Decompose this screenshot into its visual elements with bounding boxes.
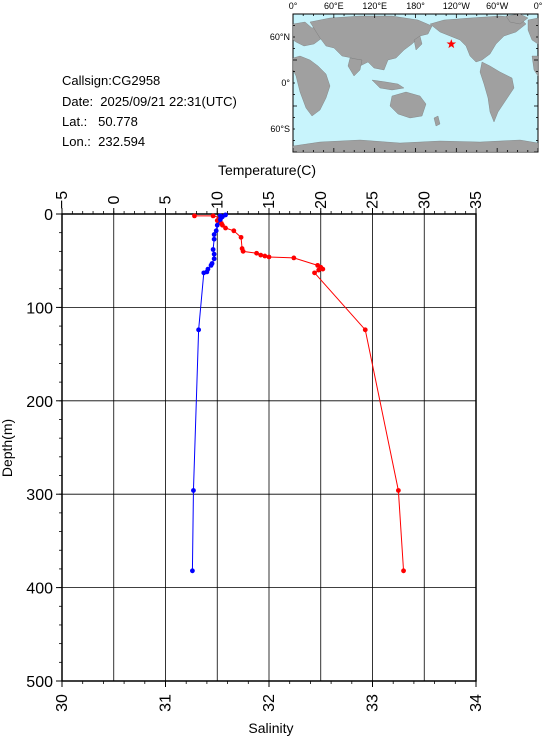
land-south-america [479, 61, 515, 123]
temperature-data-point [320, 266, 326, 272]
temperature-data-point [312, 270, 317, 276]
depth-tick-label: 500 [26, 674, 53, 691]
star-icon [446, 39, 457, 49]
salinity-data-point [214, 222, 220, 228]
temperature-data-point [316, 267, 322, 273]
salinity-tick-label: 31 [158, 694, 175, 712]
depth-tick-label: 400 [26, 581, 53, 598]
salinity-data-point [211, 232, 217, 237]
map-lat-label: 60°S [270, 124, 290, 134]
salinity-data-point [211, 236, 217, 242]
temperature-data-point [395, 488, 401, 493]
temperature-tick-label: −5 [54, 191, 71, 209]
world-map: 0° 60°E 120°E 180° 120°W 60°W 0° 60°N 0° 60°S [270, 1, 543, 153]
temperature-data-point [210, 213, 216, 219]
temperature-data-point [192, 213, 197, 219]
temperature-data-point [258, 252, 264, 258]
salinity-tick-label: 30 [54, 694, 71, 712]
land-north-america [429, 15, 527, 63]
temperature-data-point [291, 255, 297, 261]
temperature-tick-label: 20 [313, 191, 330, 209]
chart-grid [61, 213, 477, 682]
salinity-data-point [210, 247, 216, 252]
map-lat-label: 60°N [270, 32, 290, 42]
land-africa [292, 55, 331, 117]
map-lon-label: 0° [534, 1, 543, 11]
land-europe-east [527, 17, 539, 45]
map-labels: 0° 60°E 120°E 180° 120°W 60°W 0° 60°N 0° 60°S [270, 1, 543, 134]
station-latitude: Lat.: 50.778 [62, 114, 138, 129]
salinity-data-point [190, 568, 195, 574]
salinity-tick-label: 32 [261, 694, 278, 712]
salinity-data-point [196, 327, 202, 333]
land-new-zealand [433, 115, 441, 127]
land-africa-east [531, 55, 539, 77]
temperature-data-point [231, 228, 237, 234]
temperature-data-point [223, 225, 228, 231]
station-date: Date: 2025/09/21 22:31(UTC) [62, 94, 237, 109]
chart-series [190, 212, 406, 574]
land-japan [413, 35, 423, 51]
temperature-tick-label: 10 [209, 191, 226, 209]
temperature-tick-label: 15 [261, 191, 278, 209]
land-asia [309, 15, 433, 71]
salinity-data-point [208, 262, 214, 268]
map-lon-label: 60°W [486, 1, 509, 11]
depth-tick-label: 100 [26, 300, 53, 317]
temperature-axis-label: Temperature(C) [218, 162, 316, 178]
station-longitude: Lon.: 232.594 [62, 134, 146, 149]
salinity-data-point [211, 256, 217, 262]
temperature-data-point [238, 234, 244, 240]
temperature-tick-label: 35 [468, 191, 485, 209]
temperature-tick-label: 30 [416, 191, 433, 209]
salinity-data-point [191, 488, 196, 493]
depth-axis-label: Depth(m) [0, 419, 15, 477]
land-australia [389, 91, 427, 119]
salinity-data-point [201, 270, 207, 276]
map-ticks [292, 13, 539, 153]
salinity-tick-label: 34 [468, 694, 485, 712]
temperature-tick-label: 25 [365, 191, 382, 209]
temperature-data-point [362, 327, 368, 333]
salinity-tick-label: 33 [365, 694, 382, 712]
station-callsign: Callsign:CG2958 [62, 73, 161, 88]
map-lon-label: 0° [289, 1, 298, 11]
salinity-axis-label: Salinity [248, 720, 293, 736]
temperature-data-point [266, 254, 272, 260]
map-lon-label: 120°E [362, 1, 387, 11]
map-land [292, 13, 539, 153]
salinity-data-point [217, 217, 223, 223]
salinity-data-point [213, 228, 219, 234]
map-lon-label: 180° [406, 1, 425, 11]
depth-tick-label: 200 [26, 394, 53, 411]
temperature-tick-label: 0 [106, 195, 123, 204]
map-lon-label: 60°E [324, 1, 344, 11]
land-indonesia [371, 79, 405, 91]
temperature-tick-label: 5 [158, 195, 175, 204]
temperature-data-point [240, 248, 246, 254]
map-lon-label: 120°W [443, 1, 471, 11]
temperature-data-point [254, 250, 259, 256]
land-india [347, 57, 363, 77]
temperature-data-point [262, 253, 268, 259]
depth-tick-label: 0 [44, 207, 53, 224]
salinity-data-point [211, 251, 217, 257]
temperature-data-point [220, 222, 225, 228]
temperature-data-point [401, 568, 406, 574]
depth-tick-label: 300 [26, 487, 53, 504]
map-lat-label: 0° [281, 78, 290, 88]
